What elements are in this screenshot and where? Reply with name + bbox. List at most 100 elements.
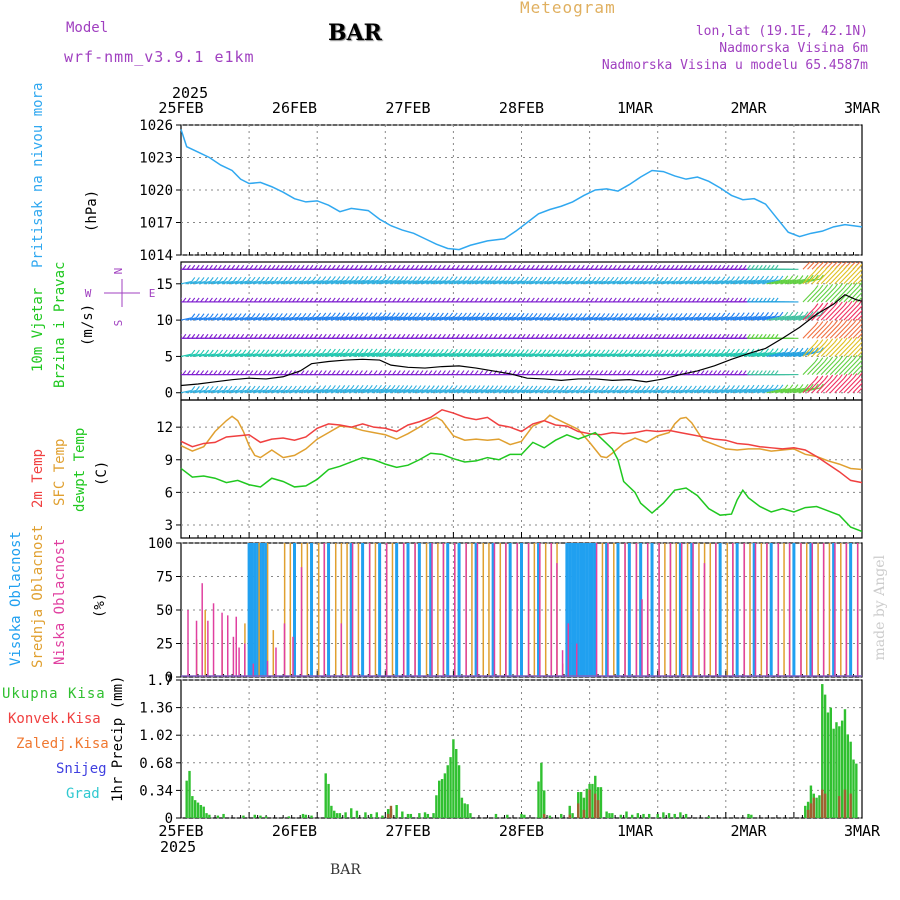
wind-barb [367,316,384,321]
wind-barb-flag [664,385,669,391]
wind-barb-flag [359,348,364,354]
wind-barb-flag [507,333,512,339]
wind-barb-flag [354,264,359,270]
wind-barb [426,389,441,394]
wind-barb-flag [829,338,834,344]
wind-barb-flag [479,370,484,375]
wind-barb [253,280,266,285]
wind-barb-flag [271,370,276,375]
wind-barb-flag [322,370,327,375]
wind-barb-flag [644,370,649,375]
wind-barb-flag [283,276,288,282]
y-tick-label: 1026 [139,118,173,134]
precip-bar-total [446,765,449,818]
wind-barb [480,280,495,285]
wind-barb-flag [622,264,626,270]
wind-barb [253,389,266,394]
wind-barb-flag [244,297,249,303]
wind-barb-flag [729,264,734,270]
wind-barb-flag [275,297,280,303]
wind-barb-flag [692,276,697,282]
wind-barb-flag [653,333,658,339]
wind-barb-flag [364,312,369,317]
wind-barb [317,388,333,394]
wind-barb [689,352,703,357]
wind-barb [662,389,675,394]
sfc-temp-line [180,414,863,471]
wind-barb [843,304,860,321]
wind-barb-flag [312,349,317,354]
wind-barb [734,316,752,321]
wind-barb [317,352,333,357]
wind-barb-flag [455,297,460,303]
wind-barb-flag [608,333,613,339]
wind-barb [289,316,304,321]
wind-barb-flag [717,264,722,270]
wind-barb-flag [819,266,824,272]
wind-barb-flag [415,333,419,339]
wind-barb-flag [186,333,191,339]
wind-barb-flag [587,313,592,318]
wind-barb [530,316,543,321]
wind-barb [707,389,722,394]
wind-barb-flag [406,264,410,270]
x-tick-label-top: 27FEB [385,99,430,117]
wind-barb-flag [331,348,336,354]
wind-barb [562,316,575,321]
precip-bar-total [855,763,858,818]
wind-barb-flag [558,333,563,339]
wind-barb-flag [716,385,721,391]
wind-barb-flag [592,276,597,282]
wind-barb-flag [426,312,431,318]
wind-barb-flag [493,333,498,339]
wind-barb-flag [687,297,692,303]
wind-barb-flag [400,312,404,318]
precip-bar-total [679,812,682,818]
wind-barb [612,389,625,394]
wind-barb-flag [872,355,875,359]
wind-barb [730,316,747,321]
wind-barb-flag [646,276,651,282]
wind-barb-flag [444,385,449,390]
wind-barb-flag [746,370,751,375]
wind-barb-flag [223,276,228,282]
wind-barb-flag [262,333,267,339]
wind-barb-flag [750,275,755,281]
wind-barb-flag [569,385,574,391]
wind-barb-flag [373,312,378,317]
wind-barb-flag [292,349,297,355]
wind-barb-flag [354,297,359,303]
wind-barb-flag [204,297,209,303]
wind-barb [580,389,593,394]
wind-barb-flag [794,311,799,317]
wind-barb-flag [219,276,224,282]
wind-barb [380,352,397,357]
wind-barb-flag [217,370,222,375]
wind-barb-flag [439,348,444,354]
wind-barb-flag [779,348,784,353]
wind-barb-flag [423,333,428,339]
wind-barb [662,353,675,357]
wind-barb-flag [437,370,442,375]
wind-barb-flag [507,385,512,391]
wind-barb-flag [657,297,662,303]
wind-barbs [181,262,875,394]
wind-barb [730,352,747,357]
wind-barb [189,353,202,357]
wind-barb [807,379,821,394]
wind-barb-flag [446,264,451,270]
wind-barb [248,280,262,285]
wind-barb [698,280,713,285]
wind-barb-flag [848,282,853,288]
wind-barb-flag [610,385,615,391]
compass-north: N [112,268,125,275]
wind-barb-flag [678,276,683,282]
wind-barb [666,389,680,394]
wind-barb-flag [742,370,747,375]
wind-barb [353,352,370,357]
wind-barb-flag [249,370,254,375]
wind-barb-flag [542,349,547,355]
wind-barb-flag [200,313,205,319]
wind-barb [516,280,530,285]
wind-barb [208,353,220,357]
